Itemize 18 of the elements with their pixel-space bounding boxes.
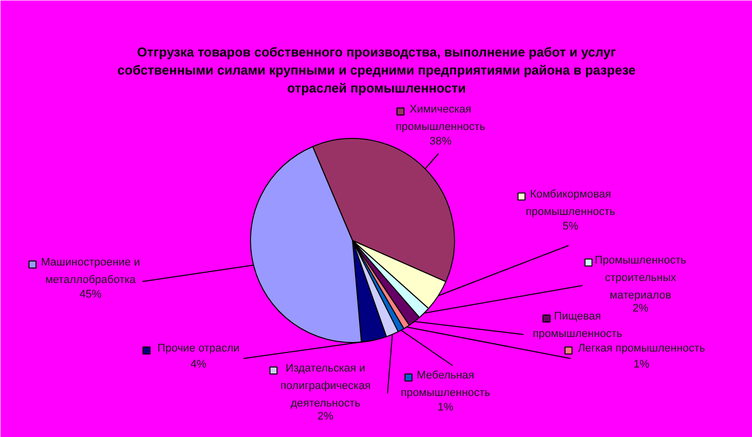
legend-label: Промышленность строительных материалов [594, 254, 687, 302]
legend-label: Легкая промышленность [578, 342, 706, 354]
legend-label: Химическая промышленность [396, 104, 486, 133]
data-label: 2% [318, 410, 334, 422]
data-label: 2% [632, 302, 649, 314]
data-label: 4% [190, 358, 207, 370]
data-label: 5% [562, 220, 579, 232]
data-label: 1% [438, 402, 454, 414]
data-label: 38% [429, 136, 452, 148]
legend-label: Комбикормовая промышленность [526, 188, 616, 218]
data-label: 1% [634, 358, 650, 370]
legend-label: Мебельная промышленность [400, 370, 491, 399]
legend-label: Машиностроение и металлобработка [41, 256, 140, 286]
legend-label: Издательская и полиграфическая деятельность [280, 362, 371, 410]
data-label: 45% [79, 288, 102, 300]
chart-title: Отгрузка товаров собственного производства, выполнение работ и услуг собственными силами крупными и средними предприятиями района в разрезе отраслей промышленности [117, 44, 636, 96]
legend-label: Прочие отрасли [157, 342, 240, 354]
legend-label: Пищевая промышленность [532, 310, 623, 340]
